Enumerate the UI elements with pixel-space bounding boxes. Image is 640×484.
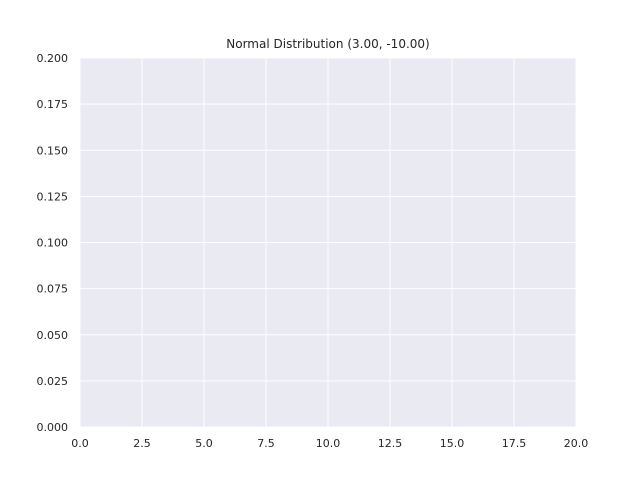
y-tick-label: 0.175: [37, 98, 69, 111]
y-tick-label: 0.025: [37, 375, 69, 388]
y-tick-label: 0.150: [37, 144, 69, 157]
y-tick-label: 0.125: [37, 190, 69, 203]
y-tick-label: 0.000: [37, 421, 69, 434]
y-tick-label: 0.200: [37, 52, 69, 65]
x-tick-label: 15.0: [440, 437, 465, 450]
y-tick-label: 0.100: [37, 237, 69, 250]
x-tick-label: 7.5: [257, 437, 275, 450]
chart-title: Normal Distribution (3.00, -10.00): [226, 37, 429, 51]
x-tick-label: 5.0: [195, 437, 213, 450]
x-tick-label: 20.0: [564, 437, 589, 450]
tick-labels: 0.0 2.5 5.0 7.5 10.0 12.5 15.0 17.5 20.0 0.000 0.0…: [37, 52, 589, 450]
x-tick-label: 2.5: [133, 437, 151, 450]
grid-lines: [79, 57, 577, 428]
y-tick-label: 0.050: [37, 329, 69, 342]
x-tick-label: 12.5: [378, 437, 403, 450]
y-tick-label: 0.075: [37, 283, 69, 296]
x-tick-label: 10.0: [316, 437, 341, 450]
x-tick-label: 17.5: [502, 437, 527, 450]
x-tick-label: 0.0: [71, 437, 89, 450]
